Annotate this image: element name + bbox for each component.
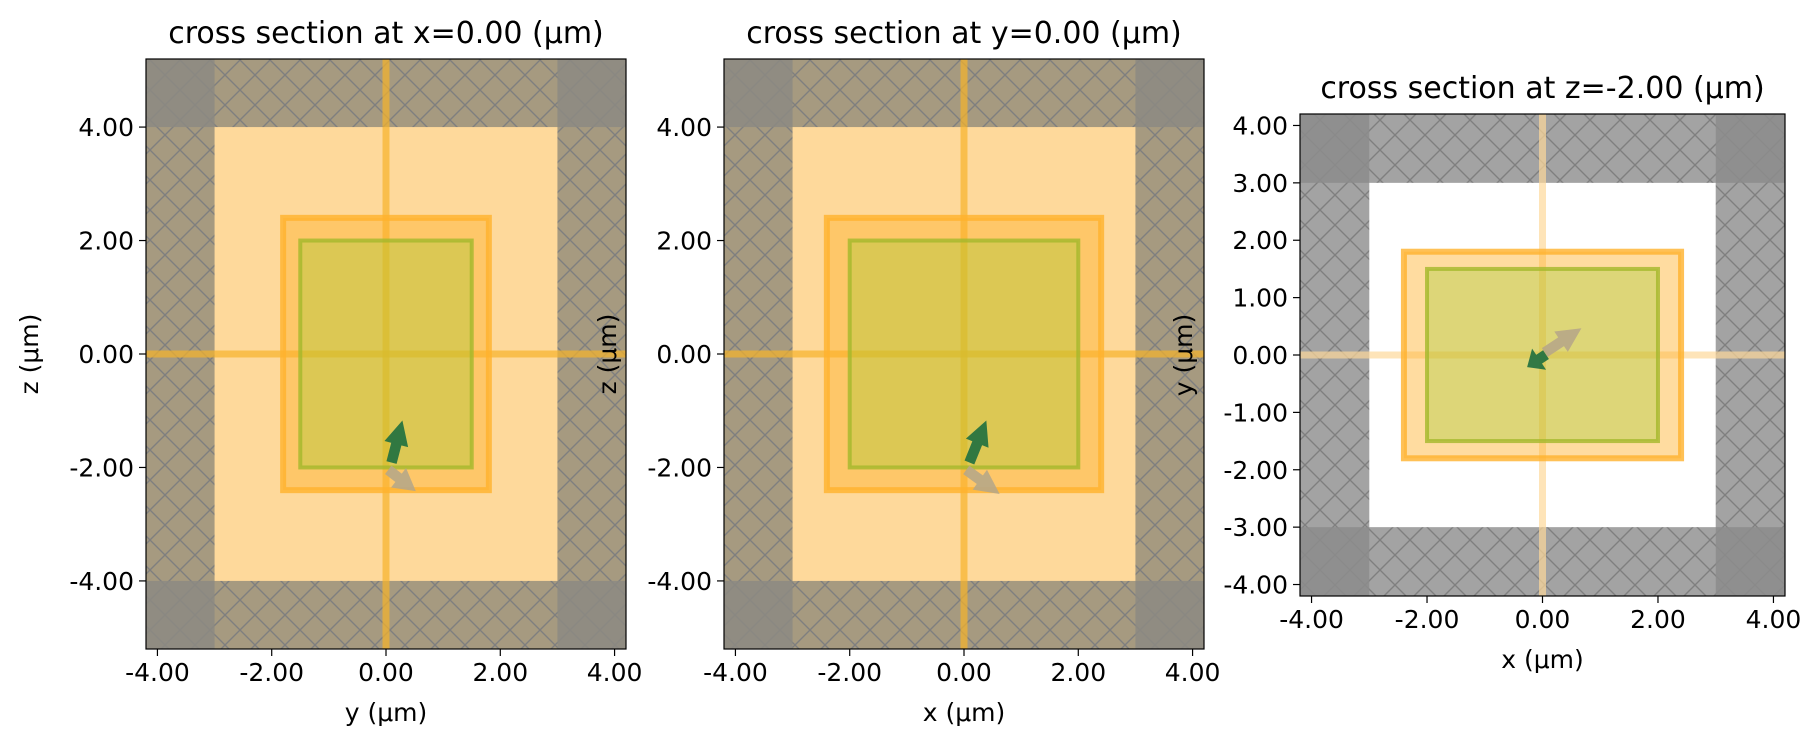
x-tick-label: 4.00 (1746, 605, 1802, 634)
panel-z-section: -4.00 -2.00 0.00 2.00 4.00 -4.00 -3.00 -2.00 -1.… (1169, 71, 1801, 674)
pml-corner (1300, 527, 1370, 596)
pml-corner (1135, 580, 1204, 649)
y-tick-label: 3.00 (1232, 169, 1288, 198)
x-tick-label: 4.00 (587, 658, 643, 687)
pml-corner (557, 59, 626, 128)
y-tick-label: -2.00 (647, 453, 712, 482)
chart-title: cross section at y=0.00 (μm) (746, 16, 1182, 51)
pml-corner (1300, 114, 1370, 183)
y-tick-label: 0.00 (656, 340, 712, 369)
pml-corner (146, 59, 215, 128)
y-tick-label: 1.00 (1232, 284, 1288, 313)
direction-arrow (385, 465, 416, 492)
y-tick-label: 4.00 (656, 113, 712, 142)
y-tick-label: -2.00 (69, 453, 134, 482)
pml-corner (1135, 59, 1204, 128)
pml-corner (1715, 114, 1785, 183)
x-tick-label: -4.00 (125, 658, 190, 687)
x-tick-label: 2.00 (1050, 658, 1106, 687)
panel-x-section: -4.00 -2.00 0.00 2.00 4.00 -4.00 -2.00 0.00 2.00… (15, 16, 642, 727)
x-tick-label: -2.00 (239, 658, 304, 687)
chart-title: cross section at z=-2.00 (μm) (1320, 71, 1764, 106)
polarization-arrow (384, 420, 409, 464)
y-tick-label: -3.00 (1223, 513, 1288, 542)
x-tick-label: 0.00 (358, 658, 414, 687)
y-tick-label: -4.00 (69, 567, 134, 596)
x-tick-label: -4.00 (703, 658, 768, 687)
direction-arrow (963, 465, 1000, 494)
pml-corner (1715, 527, 1785, 596)
y-axis-label: z (μm) (593, 314, 622, 395)
y-tick-label: 4.00 (1232, 111, 1288, 140)
x-tick-label: -2.00 (1395, 605, 1460, 634)
x-tick-label: 4.00 (1165, 658, 1221, 687)
x-tick-label: 0.00 (936, 658, 992, 687)
x-axis-label: y (μm) (345, 698, 428, 727)
monitor-box (280, 214, 492, 494)
y-tick-label: -1.00 (1223, 398, 1288, 427)
y-tick-label: -2.00 (1223, 456, 1288, 485)
y-tick-label: 2.00 (1232, 226, 1288, 255)
plot-area (724, 59, 1204, 649)
pml-corner (724, 59, 793, 128)
y-tick-label: 4.00 (78, 113, 134, 142)
direction-arrow (1541, 328, 1582, 357)
pml-corner (146, 580, 215, 649)
panel-y-section: -4.00 -2.00 0.00 2.00 4.00 -4.00 -2.00 0.00 2.00… (593, 16, 1220, 727)
y-tick-label: -4.00 (1223, 571, 1288, 600)
x-tick-label: 2.00 (1630, 605, 1686, 634)
y-axis-label: y (μm) (1169, 314, 1198, 397)
x-tick-label: 0.00 (1515, 605, 1571, 634)
y-tick-label: 0.00 (78, 340, 134, 369)
plot-area (146, 59, 626, 649)
y-tick-label: 0.00 (1232, 341, 1288, 370)
y-axis-label: z (μm) (15, 314, 44, 395)
source-box (298, 238, 474, 470)
x-tick-label: -4.00 (1279, 605, 1344, 634)
pml-corner (724, 580, 793, 649)
pml-corner (557, 580, 626, 649)
x-tick-label: -2.00 (817, 658, 882, 687)
x-axis-label: x (μm) (923, 698, 1006, 727)
plot-area (1300, 114, 1785, 596)
x-tick-label: 2.00 (472, 658, 528, 687)
polarization-arrow (1527, 348, 1549, 370)
y-tick-label: 2.00 (78, 227, 134, 256)
monitor-box (823, 214, 1105, 494)
polarization-arrow (964, 420, 989, 465)
chart-title: cross section at x=0.00 (μm) (168, 16, 604, 51)
x-axis-label: x (μm) (1501, 645, 1584, 674)
y-tick-label: -4.00 (647, 567, 712, 596)
y-tick-label: 2.00 (656, 227, 712, 256)
source-box (847, 238, 1081, 470)
